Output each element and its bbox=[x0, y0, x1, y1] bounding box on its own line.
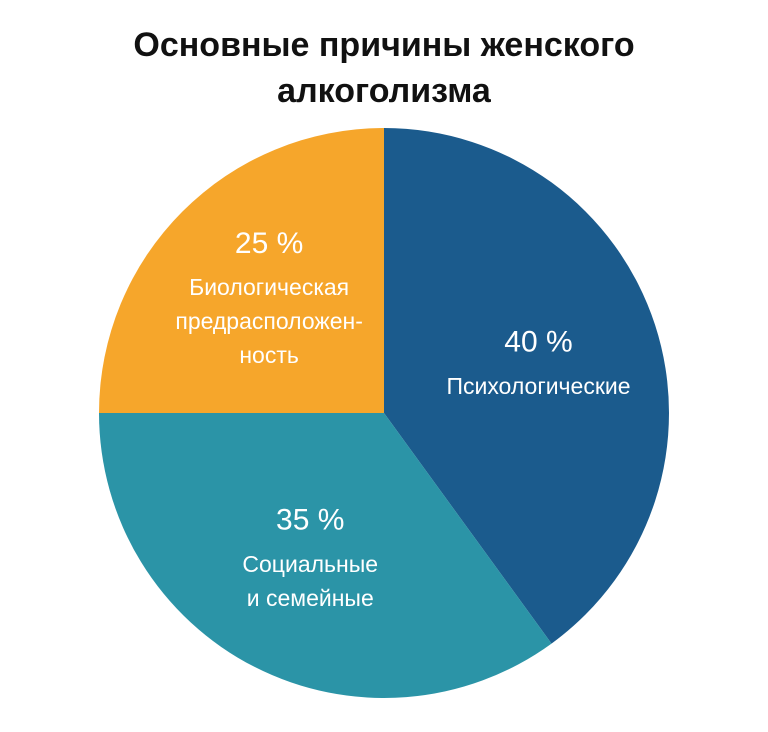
value-label: 35 % bbox=[276, 504, 344, 537]
value-label: 25 % bbox=[235, 227, 303, 260]
category-label: Социальные bbox=[242, 551, 378, 577]
category-label: и семейные bbox=[247, 585, 374, 611]
value-label: 40 % bbox=[504, 326, 572, 359]
pie-slice bbox=[384, 128, 669, 644]
pie-slice bbox=[99, 128, 384, 413]
category-label: Психологические bbox=[446, 373, 630, 399]
category-label: Биологическая bbox=[189, 274, 349, 300]
category-label: предрасположен- bbox=[175, 308, 363, 334]
pie-slice bbox=[99, 413, 552, 699]
category-label: ность bbox=[239, 342, 299, 368]
chart-title: Основные причины женского алкоголизма bbox=[133, 26, 635, 110]
